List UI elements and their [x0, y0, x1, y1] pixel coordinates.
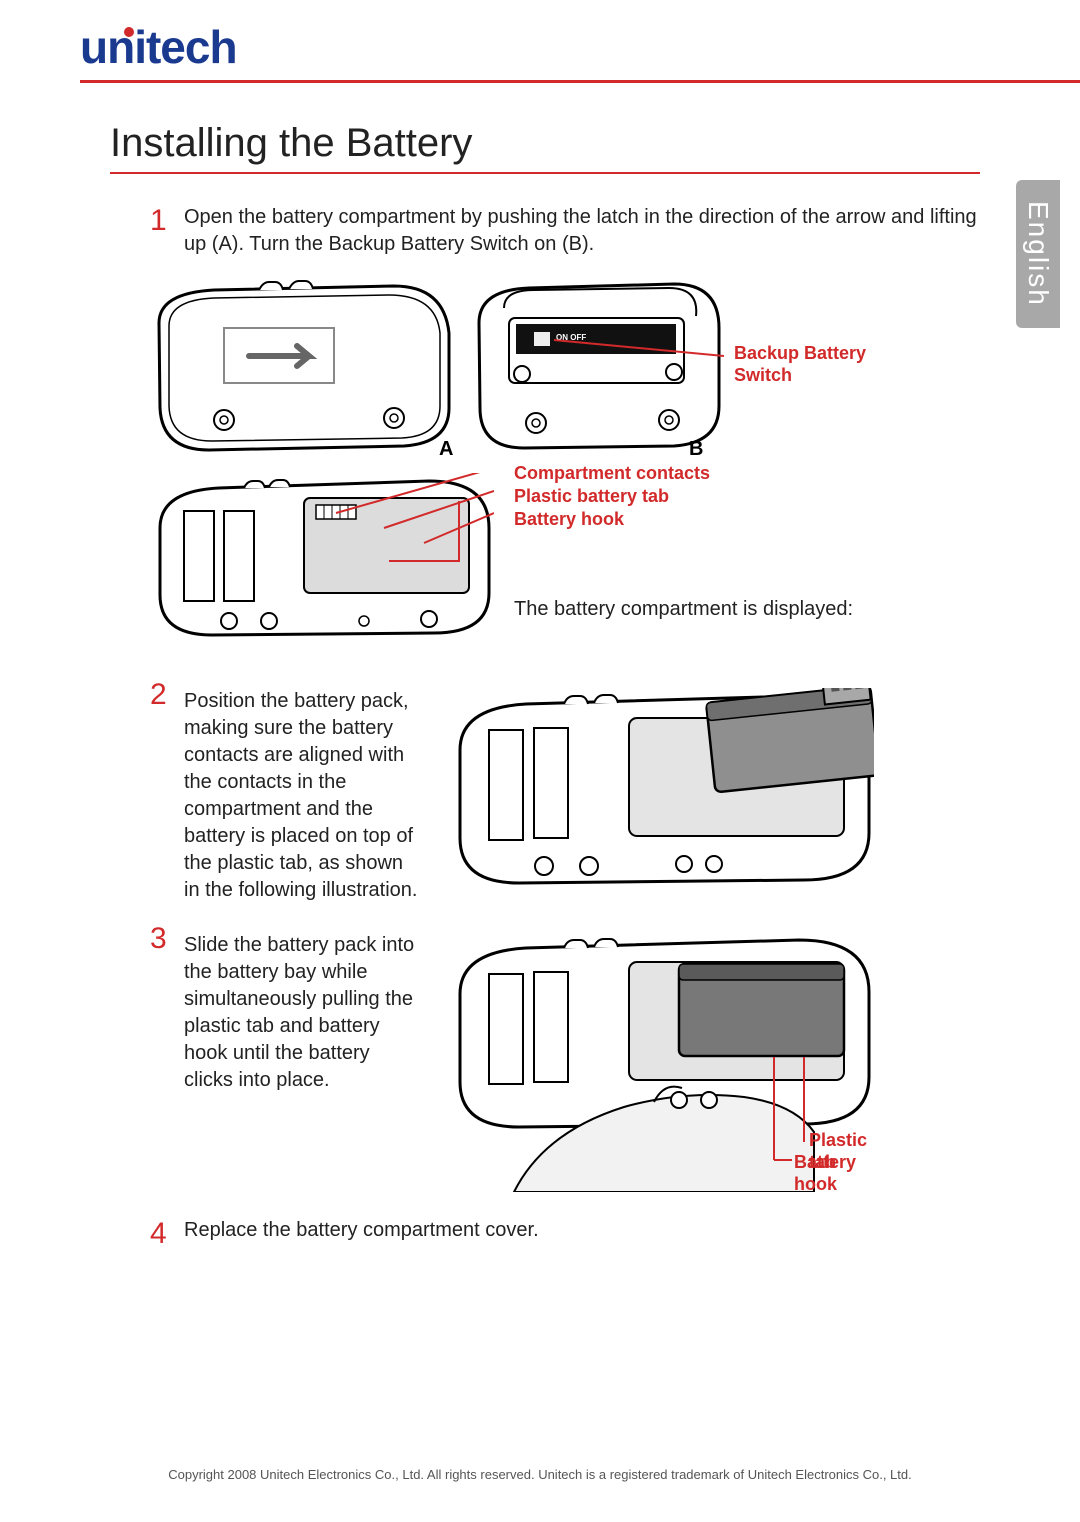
compartment-displayed-text: The battery compartment is displayed: — [514, 598, 853, 621]
step-1: 1 Open the battery compartment by pushin… — [150, 204, 980, 258]
device-illustration-a — [154, 278, 454, 458]
step-3-number: 3 — [150, 922, 184, 1197]
step-3: 3 Slide the battery pack into the batter… — [150, 922, 980, 1197]
step-2-text: Position the battery pack, making sure t… — [184, 688, 424, 904]
step-2: 2 Position the battery pack, making sure… — [150, 678, 980, 904]
logo-dot-icon — [124, 27, 134, 37]
device-illustration-compartment — [154, 473, 494, 638]
step-1-number: 1 — [150, 204, 184, 258]
figure-step-3: Plastic tab Battery hook — [454, 932, 874, 1197]
header-divider — [80, 80, 1080, 83]
figure-label-a: A — [439, 438, 453, 461]
figure-label-b: B — [689, 438, 703, 461]
language-tab-label: English — [1022, 201, 1054, 307]
language-tab: English — [1016, 180, 1060, 328]
copyright-footer: Copyright 2008 Unitech Electronics Co., … — [0, 1467, 1080, 1482]
callout-battery-hook-2: Battery hook — [794, 1152, 874, 1195]
step-2-number: 2 — [150, 678, 184, 904]
figure-step-2 — [454, 688, 874, 904]
step-4-number: 4 — [150, 1217, 184, 1250]
step-4: 4 Replace the battery compartment cover. — [150, 1217, 980, 1250]
header: unitech — [0, 0, 1080, 83]
step-3-text: Slide the battery pack into the battery … — [184, 932, 424, 1197]
brand-logo: unitech — [80, 20, 1080, 74]
callout-backup-battery-switch: Backup Battery Switch — [734, 343, 894, 386]
step-4-text: Replace the battery compartment cover. — [184, 1217, 539, 1250]
callout-compartment-contacts: Compartment contacts — [514, 463, 710, 485]
step-1-text: Open the battery compartment by pushing … — [184, 204, 980, 258]
page-title: Installing the Battery — [110, 121, 1080, 166]
callout-battery-hook: Battery hook — [514, 509, 624, 531]
figure-step-1: A ON OFF — [184, 278, 980, 638]
callout-plastic-battery-tab: Plastic battery tab — [514, 486, 669, 508]
brand-name: unitech — [80, 21, 237, 73]
device-illustration-b: ON OFF — [474, 278, 724, 458]
content: 1 Open the battery compartment by pushin… — [0, 174, 1080, 1250]
